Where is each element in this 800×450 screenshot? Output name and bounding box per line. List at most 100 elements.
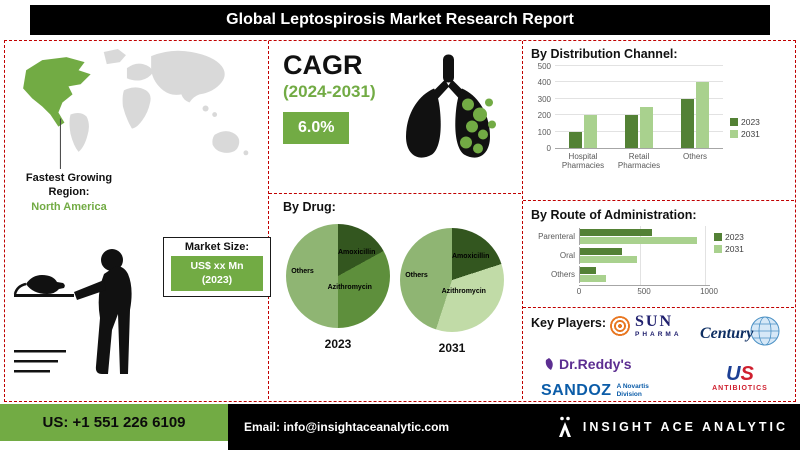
legend-label: 2031: [725, 244, 744, 254]
fastest-growing-region-caption: Fastest Growing Region: North America: [10, 172, 128, 214]
bar-group: [569, 115, 597, 148]
pie-slice-label: Azithromycin: [327, 284, 372, 292]
us-antibiotics-sub: ANTIBIOTICS: [712, 385, 768, 392]
infection-dot: [460, 136, 472, 149]
sun-pharma-name: SUN: [635, 313, 674, 330]
gridline: [640, 226, 641, 285]
y-axis-tick: 0: [546, 144, 551, 153]
category-label: Others: [550, 270, 575, 279]
sun-pharma-text: SUN PHARMA: [635, 313, 682, 339]
infection-dot: [462, 98, 474, 111]
gridline: [705, 226, 706, 285]
distribution-chart-area: 0 100 200 300 400 500 2023 2031: [533, 62, 760, 153]
infection-dot: [488, 120, 496, 129]
person-arm: [74, 280, 106, 300]
infection-dot: [485, 98, 493, 107]
rat-silhouette: [26, 275, 65, 294]
sandoz-sub: A Novartis Division: [616, 383, 649, 398]
australia-region: [212, 131, 240, 153]
sun-pharma-sub: PHARMA: [635, 331, 682, 338]
bar-2031: [580, 275, 606, 282]
insight-ace-logo-icon: [558, 416, 571, 437]
rat-tail: [13, 282, 27, 295]
pie-chart: Amoxicillin Azithromycin Others: [400, 228, 504, 332]
bar-2031: [696, 82, 709, 148]
africa-region: [122, 87, 151, 129]
island-region: [202, 105, 209, 112]
report-title-bar: Global Leptospirosis Market Research Rep…: [30, 5, 770, 35]
sandoz-name: SANDOZ: [541, 382, 612, 399]
y-axis-tick: 300: [537, 94, 551, 104]
category-label: Retail Pharmacies: [617, 152, 661, 171]
legend-item: 2023: [730, 117, 760, 127]
left-lung-lobe: [406, 88, 441, 158]
sun-pharma-swirl-icon: [610, 316, 630, 336]
north-america-region: [23, 57, 91, 127]
letter-s: S: [740, 363, 754, 385]
market-size-label: Market Size:: [184, 241, 250, 253]
pie-slice-label: Others: [291, 267, 314, 275]
legend-label: 2023: [725, 232, 744, 242]
y-axis-tick: 200: [537, 111, 551, 121]
caption-line-2: Region:: [48, 185, 90, 198]
legend-swatch: [714, 233, 722, 241]
new-zealand-region: [243, 150, 249, 156]
route-chart-rows: Parenteral Oral Others: [531, 226, 707, 285]
x-axis-tick: 500: [637, 287, 651, 296]
bar-2023: [681, 98, 694, 148]
drug-pie-2023: Amoxicillin Azithromycin Others 2023: [286, 224, 390, 351]
distribution-chart-categories: Hospital Pharmacies Retail Pharmacies Othe…: [555, 149, 723, 170]
island-region: [212, 112, 218, 117]
gridline: [555, 65, 723, 66]
email-text: Email: info@insightaceanalytic.com: [244, 420, 450, 434]
region-name: North America: [31, 200, 107, 213]
legend-label: 2031: [741, 129, 760, 139]
bar-2023: [580, 248, 622, 255]
legend-item: 2031: [730, 129, 760, 139]
distribution-chart-yaxis: 0 100 200 300 400 500: [533, 62, 555, 153]
legend-item: 2031: [714, 244, 744, 254]
world-map: [23, 49, 249, 169]
pie-year-label: 2031: [438, 341, 466, 355]
bar-2023: [580, 267, 596, 274]
caption-line-1: Fastest Growing: [25, 172, 113, 184]
person-head: [101, 249, 123, 271]
category-label: Hospital Pharmacies: [561, 152, 605, 171]
dr-reddys-logo: Dr.Reddy's: [543, 356, 632, 372]
distribution-channel-title: By Distribution Channel:: [531, 47, 678, 61]
pie-year-label: 2023: [324, 337, 352, 351]
pie-slice-label: Amoxicillin: [338, 248, 376, 256]
legend-swatch: [730, 130, 738, 138]
letter-u: U: [726, 363, 741, 385]
y-axis-tick: 100: [537, 127, 551, 137]
bar-row: Others: [531, 266, 707, 283]
footer-bar: Email: info@insightaceanalytic.com INSIG…: [228, 404, 800, 450]
bar-2031: [580, 256, 638, 263]
sandoz-logo: SANDOZ A Novartis Division: [541, 382, 659, 400]
cagr-block: CAGR (2024-2031) 6.0%: [283, 52, 376, 144]
ground-line: [14, 360, 58, 363]
key-players-title: Key Players:: [531, 316, 607, 330]
bar-group: [579, 228, 697, 245]
dr-reddys-icon: [545, 357, 553, 370]
y-axis-tick: 500: [537, 62, 551, 71]
bar-2031: [584, 115, 597, 148]
lungs-icon: [406, 54, 496, 158]
bar-2031: [580, 237, 697, 244]
ground-line: [14, 350, 66, 353]
gridline: [555, 97, 723, 99]
divider-right-horizontal-2: [523, 307, 794, 308]
cagr-label: CAGR: [283, 50, 363, 80]
y-axis-tick: 400: [537, 78, 551, 88]
bar-group: [579, 266, 606, 283]
pie-chart: Amoxicillin Azithromycin Others: [286, 224, 390, 328]
phone-banner: US: +1 551 226 6109: [0, 404, 228, 441]
us-antibiotics-letters: US: [700, 364, 780, 384]
cagr-value-badge: 6.0%: [283, 112, 350, 144]
infection-dot: [473, 107, 487, 122]
person-body: [95, 266, 132, 374]
distribution-chart-legend: 2023 2031: [730, 115, 760, 141]
trachea: [443, 54, 454, 83]
brand-name: INSIGHT ACE ANALYTIC: [582, 420, 788, 434]
